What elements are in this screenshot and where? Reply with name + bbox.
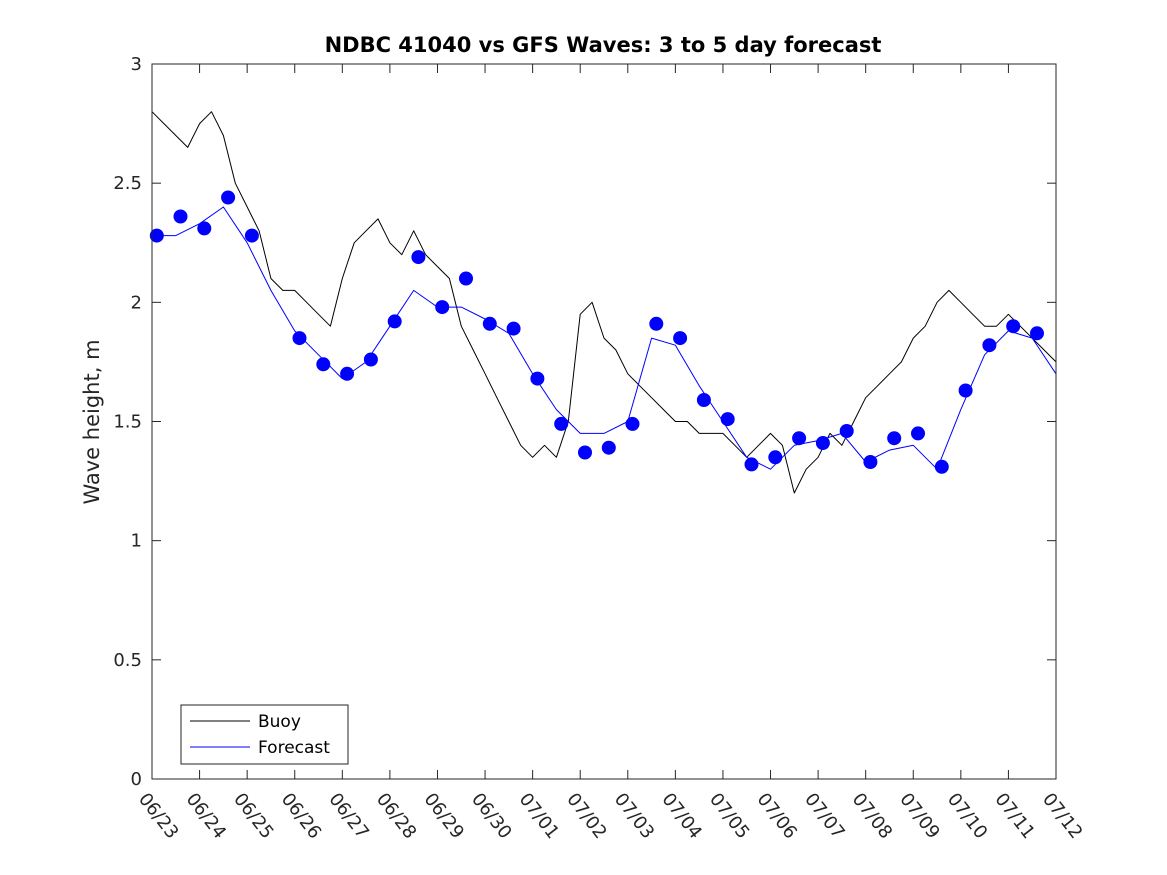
y-tick-label: 3 <box>131 54 142 75</box>
forecast-marker <box>435 300 450 315</box>
chart-title: NDBC 41040 vs GFS Waves: 3 to 5 day fore… <box>325 33 882 57</box>
marker-layer <box>149 190 1044 474</box>
legend-box <box>180 704 349 765</box>
forecast-marker <box>292 331 307 346</box>
forecast-marker <box>197 221 212 236</box>
forecast-marker <box>530 371 545 386</box>
forecast-marker <box>934 459 949 474</box>
forecast-marker <box>601 440 616 455</box>
plot-area <box>152 64 1056 779</box>
forecast-marker <box>911 426 925 441</box>
y-axis: 0 0.5 1 1.5 2 2.5 3 <box>113 54 1056 790</box>
y-tick-label: 0 <box>131 769 142 790</box>
forecast-marker <box>863 455 878 469</box>
forecast-marker <box>792 431 807 446</box>
forecast-marker <box>387 314 402 329</box>
forecast-marker <box>958 383 973 398</box>
y-tick-label: 2 <box>131 292 142 313</box>
forecast-marker <box>744 457 759 472</box>
forecast-marker <box>625 416 640 431</box>
legend-forecast-label: Forecast <box>258 738 330 758</box>
forecast-marker <box>673 331 688 346</box>
y-tick-label: 2.5 <box>113 173 142 194</box>
forecast-marker <box>173 209 188 224</box>
forecast-marker <box>221 190 236 205</box>
y-tick-label: 1.5 <box>113 412 142 433</box>
forecast-marker <box>768 450 783 465</box>
forecast-marker <box>506 321 521 336</box>
legend-buoy-label: Buoy <box>258 712 301 732</box>
legend: Buoy Forecast <box>180 704 349 765</box>
forecast-marker <box>696 393 711 407</box>
forecast-marker <box>482 316 497 331</box>
forecast-marker <box>316 357 331 372</box>
forecast-marker <box>815 436 830 450</box>
forecast-marker <box>340 366 355 381</box>
forecast-marker <box>244 228 259 243</box>
series-line-buoy <box>151 111 1057 494</box>
forecast-marker <box>982 338 997 353</box>
forecast-marker <box>1030 326 1044 341</box>
forecast-marker <box>649 316 664 331</box>
forecast-marker <box>887 431 902 446</box>
forecast-marker <box>459 271 473 286</box>
forecast-marker <box>839 424 854 438</box>
forecast-marker <box>554 416 569 431</box>
y-tick-label: 0.5 <box>113 650 142 671</box>
y-axis-label: Wave height, m <box>80 339 104 504</box>
forecast-marker <box>363 352 378 367</box>
forecast-marker <box>1006 319 1021 334</box>
forecast-marker <box>149 228 164 243</box>
forecast-marker <box>720 412 735 427</box>
forecast-marker <box>578 445 592 460</box>
forecast-marker <box>411 250 426 265</box>
y-tick-label: 1 <box>131 531 142 552</box>
